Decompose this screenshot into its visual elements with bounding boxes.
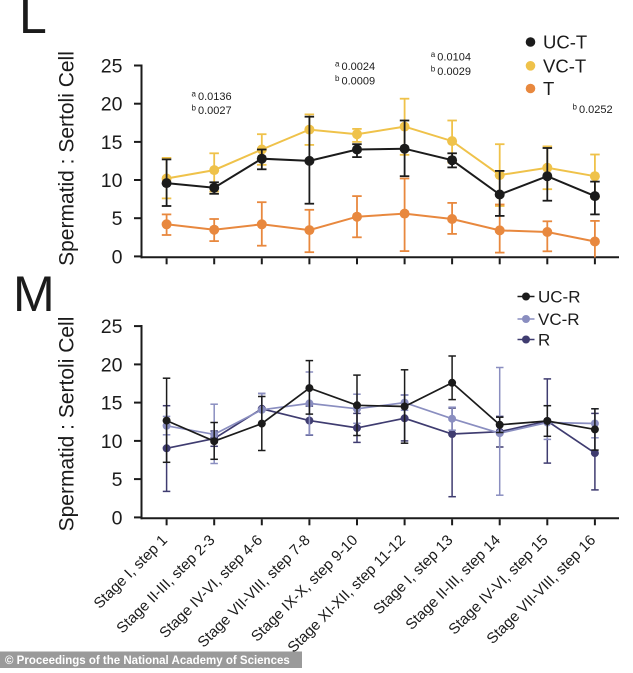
svg-text:T: T [543,78,554,99]
svg-text:0.0009: 0.0009 [342,75,376,87]
svg-text:b: b [431,64,436,73]
svg-text:10: 10 [101,170,123,192]
svg-text:20: 20 [101,354,123,376]
svg-text:0: 0 [112,507,123,529]
svg-text:UC-R: UC-R [538,288,581,307]
svg-text:15: 15 [101,132,123,154]
svg-text:0.0104: 0.0104 [437,52,471,64]
svg-text:5: 5 [112,469,123,491]
svg-text:© Proceedings of the National: © Proceedings of the National Academy of… [5,655,290,667]
svg-text:0.0252: 0.0252 [579,104,613,116]
svg-text:20: 20 [101,94,123,116]
svg-text:25: 25 [101,316,123,338]
svg-text:25: 25 [101,56,123,78]
svg-text:10: 10 [101,431,123,453]
svg-text:b: b [192,104,197,113]
svg-text:M: M [13,266,55,322]
svg-text:b: b [573,103,578,112]
svg-text:VC-R: VC-R [538,310,580,329]
svg-text:0.0136: 0.0136 [198,91,232,103]
svg-text:a: a [335,60,340,69]
svg-text:5: 5 [112,208,123,230]
svg-text:a: a [192,90,197,99]
svg-text:UC-T: UC-T [543,32,587,53]
svg-text:Spermatid : Sertoli Cell: Spermatid : Sertoli Cell [56,317,79,532]
svg-text:L: L [19,0,47,44]
svg-text:R: R [538,331,550,350]
svg-text:15: 15 [101,393,123,415]
svg-text:VC-T: VC-T [543,55,586,76]
svg-text:Spermatid : Sertoli Cell: Spermatid : Sertoli Cell [56,51,79,266]
svg-text:b: b [335,74,340,83]
svg-text:0.0029: 0.0029 [437,66,471,78]
svg-text:0.0024: 0.0024 [342,61,376,73]
svg-text:a: a [431,50,436,59]
svg-text:0: 0 [112,246,123,268]
svg-text:0.0027: 0.0027 [198,105,232,117]
